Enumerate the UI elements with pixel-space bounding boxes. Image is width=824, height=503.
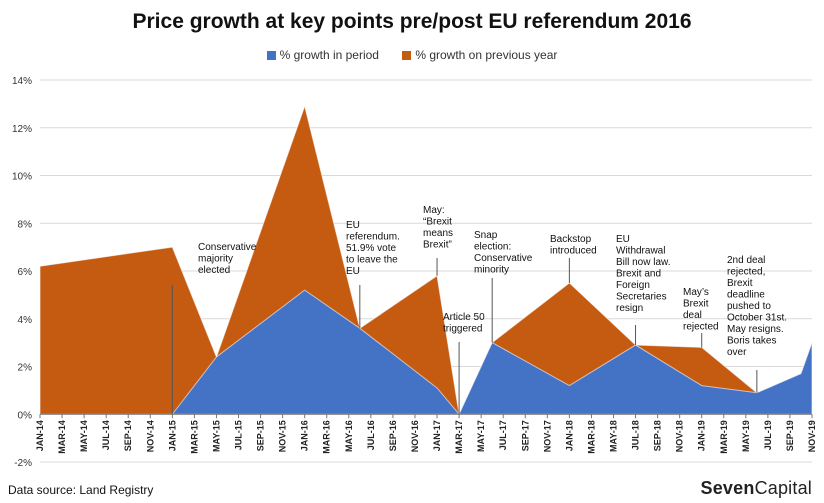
x-tick-label: MAY-14 xyxy=(79,420,89,452)
x-tick-label: MAR-18 xyxy=(586,420,596,454)
legend-item-period: % growth in period xyxy=(266,48,379,62)
data-source-note: Data source: Land Registry xyxy=(8,483,154,497)
x-tick-label: SEP-15 xyxy=(256,420,266,451)
x-tick-label: NOV-17 xyxy=(542,420,552,452)
x-tick-label: JAN-18 xyxy=(564,420,574,451)
annotation-text: May: “Brexit means Brexit” xyxy=(423,205,453,251)
x-tick-label: NOV-14 xyxy=(145,420,155,452)
x-tick-label: JAN-15 xyxy=(167,420,177,451)
x-tick-label: MAR-17 xyxy=(454,420,464,454)
x-tick-label: MAR-15 xyxy=(189,420,199,454)
y-tick-label: 8% xyxy=(18,219,33,230)
x-tick-label: SEP-19 xyxy=(785,420,795,451)
y-tick-label: 6% xyxy=(18,267,33,278)
x-tick-label: JUL-19 xyxy=(763,420,773,450)
x-tick-label: MAR-16 xyxy=(322,420,332,454)
x-tick-label: MAY-17 xyxy=(476,420,486,452)
x-tick-label: SEP-14 xyxy=(123,420,133,451)
x-tick-label: SEP-17 xyxy=(520,420,530,451)
y-tick-label: 0% xyxy=(18,410,33,421)
x-tick-label: NOV-16 xyxy=(410,420,420,452)
legend-label-annual: % growth on previous year xyxy=(415,48,558,62)
x-tick-label: MAY-16 xyxy=(344,420,354,452)
x-tick-label: JAN-16 xyxy=(300,420,310,451)
x-tick-label: MAR-19 xyxy=(719,420,729,454)
annotation-text: May’s Brexit deal rejected xyxy=(683,287,719,333)
annotation-text: Backstop introduced xyxy=(550,234,597,257)
annotation-text: Snap election: Conservative minority xyxy=(474,230,533,276)
legend-swatch-annual xyxy=(402,50,412,60)
x-tick-label: SEP-18 xyxy=(653,420,663,451)
y-tick-label: 12% xyxy=(12,124,32,135)
annotation-text: EU Withdrawal Bill now law. Brexit and Forei… xyxy=(616,234,670,314)
annotation-text: Conservative majority elected xyxy=(198,242,257,276)
x-tick-label: JUL-15 xyxy=(234,420,244,450)
x-tick-label: NOV-15 xyxy=(278,420,288,452)
x-tick-label: SEP-16 xyxy=(388,420,398,451)
x-tick-label: JAN-14 xyxy=(35,420,45,451)
y-tick-label: 10% xyxy=(12,172,32,183)
y-tick-label: 4% xyxy=(18,315,33,326)
y-tick-label: 14% xyxy=(12,76,32,87)
x-tick-label: MAY-18 xyxy=(608,420,618,452)
x-tick-label: JUL-18 xyxy=(631,420,641,450)
x-tick-label: JAN-17 xyxy=(432,420,442,451)
x-tick-label: NOV-18 xyxy=(675,420,685,452)
x-tick-label: JUL-17 xyxy=(498,420,508,450)
x-tick-label: MAR-14 xyxy=(57,420,67,454)
legend-swatch-period xyxy=(266,50,276,60)
x-tick-label: JAN-19 xyxy=(697,420,707,451)
annotation-text: EU referendum. 51.9% vote to leave the EU xyxy=(346,220,400,277)
x-tick-label: JUL-16 xyxy=(366,420,376,450)
brand-logo: SevenCapital xyxy=(700,478,812,498)
x-tick-label: MAY-15 xyxy=(211,420,221,452)
legend-label-period: % growth in period xyxy=(279,48,379,62)
annotation-text: 2nd deal rejected, Brexit deadline pushed to… xyxy=(727,255,787,358)
x-tick-label: JUL-14 xyxy=(101,420,111,450)
y-tick-label: -2% xyxy=(14,458,32,469)
series-area-period xyxy=(171,289,813,416)
annotation-text: Article 50 triggered xyxy=(443,312,485,335)
legend-item-annual: % growth on previous year xyxy=(402,48,557,62)
x-tick-label: NOV-19 xyxy=(807,420,817,452)
x-tick-label: MAY-19 xyxy=(741,420,751,452)
legend: % growth in period % growth on previous … xyxy=(0,48,824,63)
chart-title: Price growth at key points pre/post EU r… xyxy=(132,10,692,33)
y-tick-label: 2% xyxy=(18,363,33,374)
series-area-annual xyxy=(39,104,813,416)
